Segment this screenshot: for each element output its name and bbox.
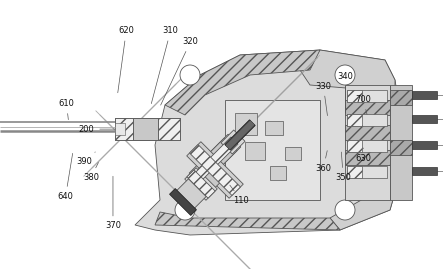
- Polygon shape: [300, 50, 395, 100]
- Text: 360: 360: [315, 151, 331, 173]
- Text: 630: 630: [355, 148, 371, 163]
- Bar: [115, 118, 180, 140]
- Bar: [412, 167, 437, 175]
- Bar: [347, 140, 362, 152]
- Text: 380: 380: [83, 162, 99, 182]
- Polygon shape: [221, 130, 245, 154]
- Bar: [133, 118, 158, 140]
- Bar: [345, 125, 390, 140]
- Text: 110: 110: [230, 185, 249, 205]
- Bar: [158, 118, 180, 140]
- Text: 370: 370: [105, 176, 121, 231]
- Bar: [390, 90, 412, 105]
- Bar: [412, 115, 437, 123]
- Bar: [115, 118, 133, 140]
- Polygon shape: [176, 179, 206, 209]
- Bar: [347, 140, 387, 152]
- Polygon shape: [189, 134, 241, 186]
- Text: 700: 700: [355, 95, 371, 114]
- Polygon shape: [330, 175, 400, 230]
- Text: 640: 640: [58, 153, 74, 201]
- Bar: [412, 141, 437, 149]
- Circle shape: [335, 200, 355, 220]
- Circle shape: [335, 65, 355, 85]
- Bar: [347, 90, 362, 102]
- Text: 390: 390: [76, 152, 95, 166]
- Bar: [347, 90, 387, 102]
- Bar: [235, 113, 257, 135]
- Bar: [285, 147, 301, 160]
- Text: 350: 350: [335, 152, 351, 182]
- Text: 610: 610: [58, 99, 74, 120]
- Polygon shape: [195, 158, 227, 190]
- Polygon shape: [209, 138, 237, 166]
- Bar: [225, 100, 320, 200]
- Bar: [347, 166, 362, 178]
- Circle shape: [175, 200, 195, 220]
- Bar: [347, 114, 387, 126]
- Polygon shape: [190, 144, 241, 196]
- Text: 340: 340: [338, 72, 354, 113]
- Circle shape: [180, 65, 200, 85]
- Polygon shape: [225, 121, 254, 150]
- Bar: [347, 166, 387, 178]
- Bar: [345, 100, 390, 115]
- Bar: [347, 114, 362, 126]
- Polygon shape: [135, 50, 400, 235]
- Polygon shape: [185, 168, 217, 200]
- Bar: [390, 140, 412, 155]
- Text: 320: 320: [161, 37, 198, 105]
- Polygon shape: [165, 50, 320, 115]
- Polygon shape: [187, 142, 243, 198]
- Polygon shape: [187, 170, 215, 198]
- Bar: [345, 85, 390, 200]
- Bar: [390, 85, 412, 200]
- Polygon shape: [155, 212, 340, 230]
- Bar: [345, 150, 390, 165]
- Bar: [412, 91, 437, 99]
- Polygon shape: [170, 189, 196, 215]
- Polygon shape: [225, 120, 255, 150]
- Text: 330: 330: [315, 82, 331, 116]
- Text: 620: 620: [118, 26, 134, 93]
- Text: 200: 200: [78, 125, 115, 134]
- Bar: [245, 142, 265, 160]
- Bar: [270, 166, 286, 180]
- Text: 310: 310: [152, 26, 179, 104]
- Polygon shape: [192, 137, 238, 183]
- Bar: [265, 121, 283, 135]
- Bar: [115, 123, 125, 135]
